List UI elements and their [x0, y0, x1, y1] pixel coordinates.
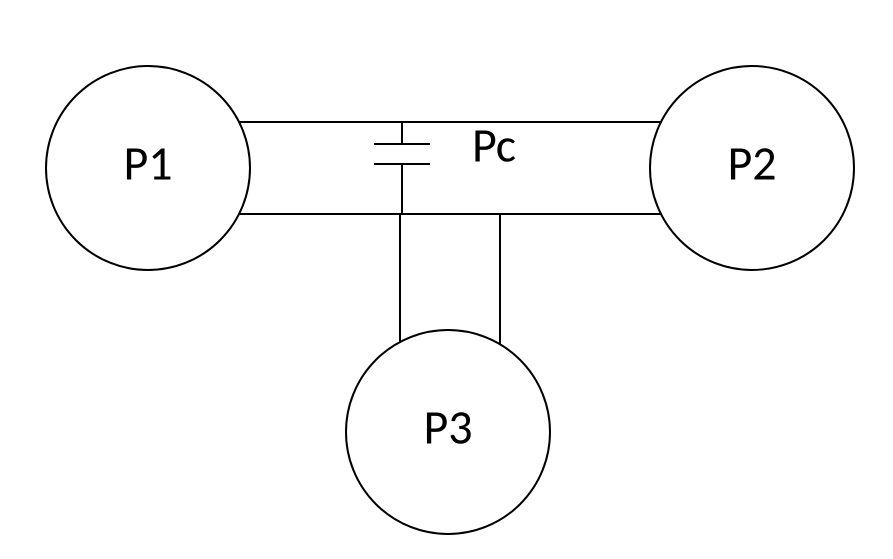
node-P1: P1 [46, 66, 250, 270]
node-P1-label: P1 [123, 133, 172, 192]
capacitor-icon [374, 122, 430, 214]
capacitor-label: Pc [472, 115, 516, 174]
node-P2: P2 [650, 66, 854, 270]
node-P2-label: P2 [727, 133, 776, 192]
node-P3-label: P3 [423, 397, 472, 456]
node-P3: P3 [346, 330, 550, 534]
circuit-diagram: Pc P1 P2 P3 [0, 0, 893, 559]
